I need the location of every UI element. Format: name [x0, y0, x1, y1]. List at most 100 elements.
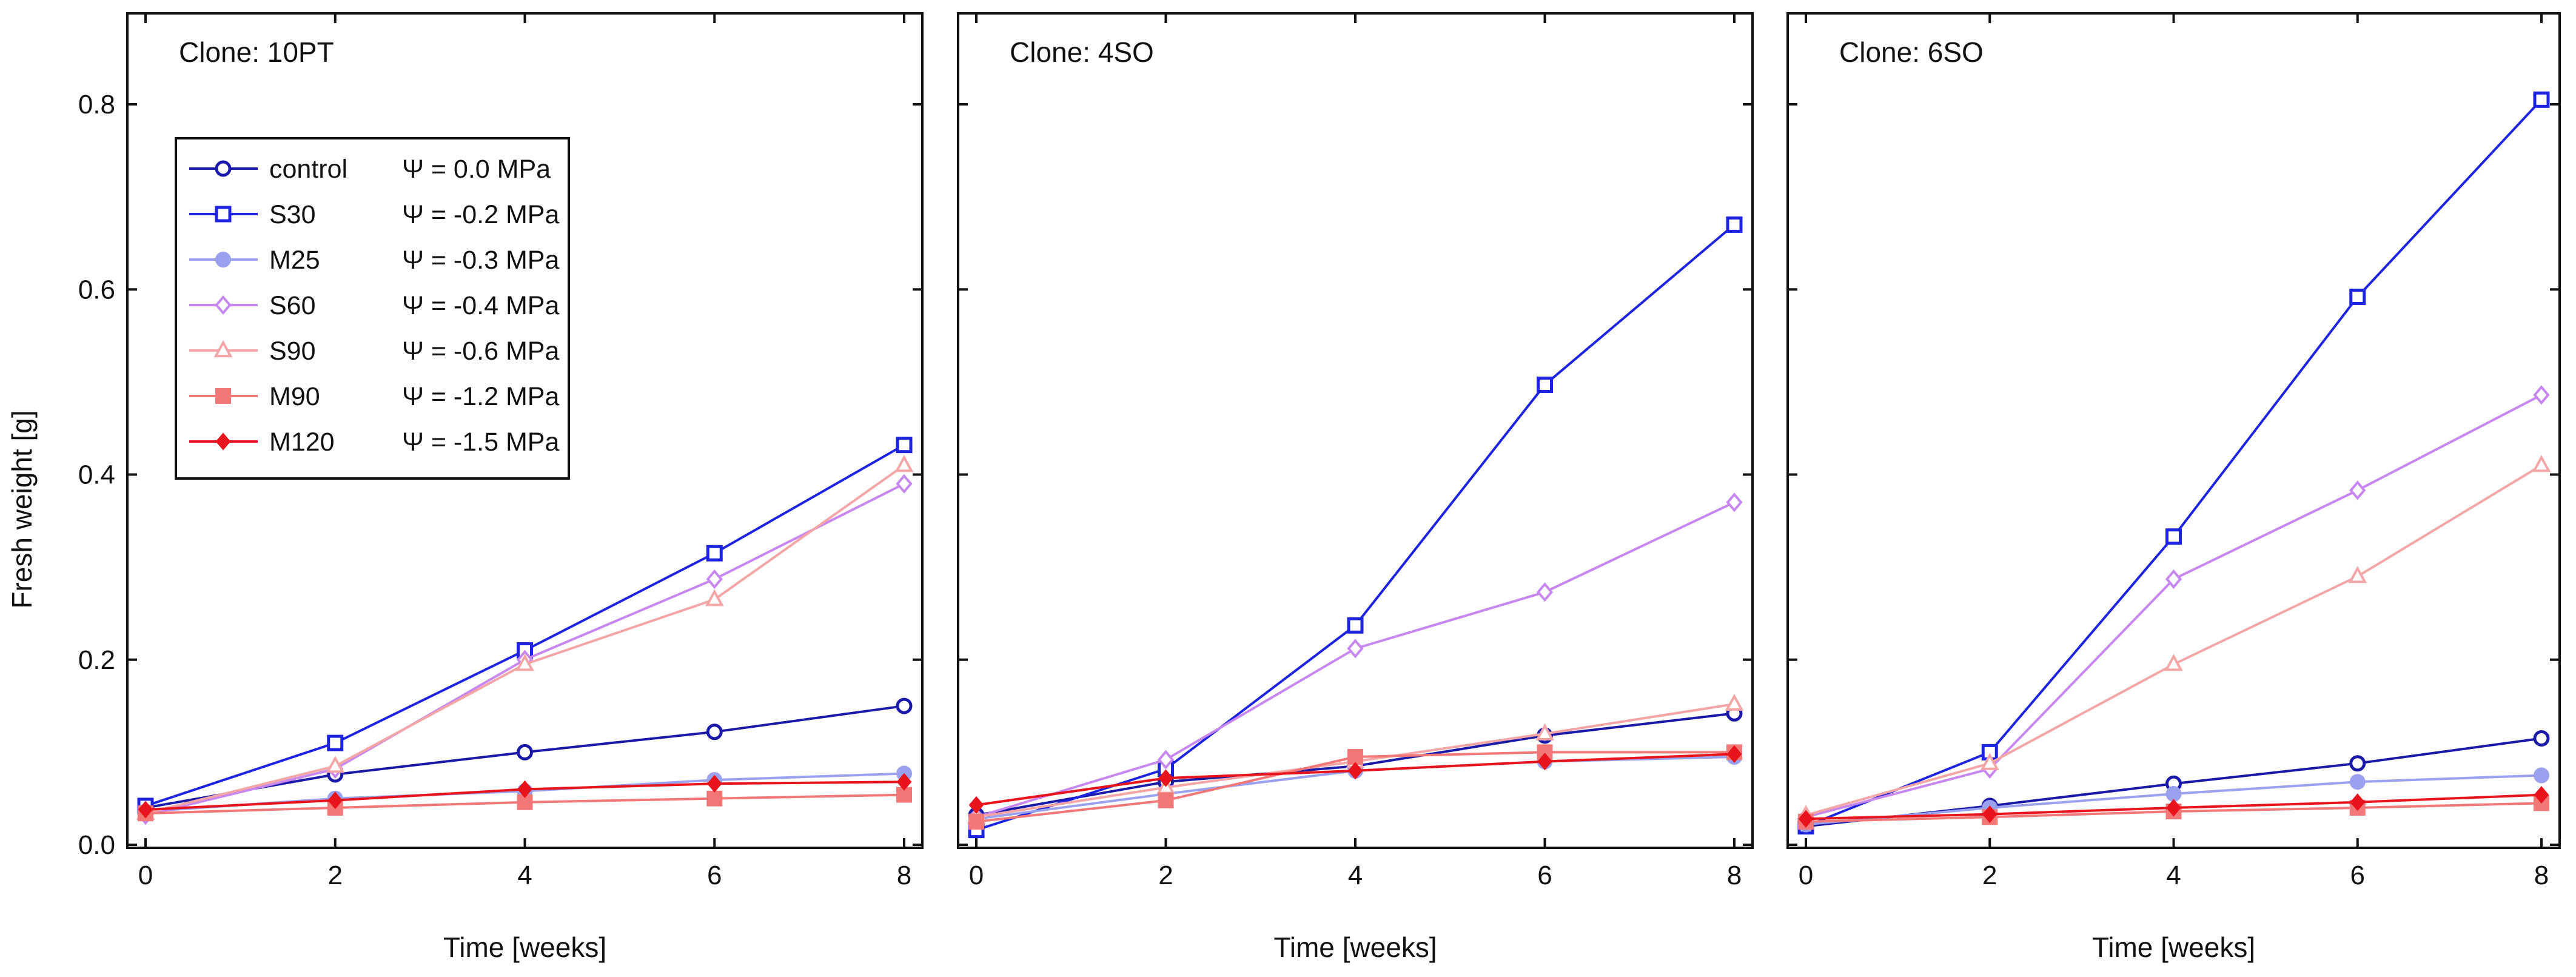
x-tick-label: 0 [1799, 861, 1813, 890]
legend-label-M90: M90 [269, 382, 320, 411]
data-point-M120 [138, 801, 153, 819]
y-tick-label: 0.8 [78, 90, 115, 119]
legend-psi-S30: Ψ = -0.2 MPa [402, 200, 559, 229]
panels: 0.0 0.2 0.4 0.6 0.8 0 2 4 6 8 Time [weeks] Clone: 1… [78, 12, 2561, 963]
legend-marker-S60 [215, 295, 232, 315]
data-point-M120 [1537, 753, 1552, 771]
series-line-S30 [976, 223, 1736, 831]
panel-title: Clone: 10PT [179, 36, 334, 68]
legend-psi-M120: Ψ = -1.5 MPa [402, 428, 559, 457]
data-point-S90 [515, 654, 534, 671]
data-point-M120 [327, 791, 343, 810]
y-tick-label: 0.4 [78, 460, 115, 490]
x-axis-title: Time [weeks] [1273, 932, 1437, 963]
data-point-M25 [2349, 774, 2366, 790]
x-axis-title: Time [weeks] [2092, 932, 2255, 963]
data-point-S90 [2348, 566, 2367, 583]
x-axis-title: Time [weeks] [443, 932, 606, 963]
data-point-S30 [1347, 617, 1364, 634]
data-point-S30 [2533, 91, 2550, 108]
data-point-S90 [1980, 753, 1999, 770]
data-point-S90 [705, 589, 724, 606]
data-point-M120 [517, 780, 532, 798]
data-point-control [2533, 730, 2550, 747]
legend-psi-control: Ψ = 0.0 MPa [402, 155, 551, 184]
x-tick-label: 2 [1982, 861, 1997, 890]
series-line-S90 [1805, 464, 2543, 817]
data-point-S30 [1726, 216, 1743, 233]
series-line-S30 [1805, 99, 2543, 828]
legend-marker-M25 [215, 252, 231, 267]
panel-title: Clone: 6SO [1839, 36, 1984, 68]
legend-box [175, 137, 570, 480]
legend-marker-M90 [215, 388, 231, 404]
panel-title: Clone: 4SO [1010, 36, 1154, 68]
legend-marker-S30 [215, 206, 232, 223]
legend: control Ψ = 0.0 MPa S30 Ψ = -0.2 MPa M25 Ψ = … [175, 137, 570, 480]
data-point-S30 [2349, 288, 2366, 305]
data-point-S60 [2533, 385, 2550, 405]
legend-label-S90: S90 [269, 337, 316, 366]
data-point-M120 [1158, 769, 1173, 787]
panel-2: 0 2 4 6 8 Time [weeks] Clone: 4SO [957, 12, 1754, 963]
legend-marker-control [215, 160, 232, 177]
data-point-S90 [2532, 455, 2551, 472]
data-point-M90 [1158, 792, 1174, 808]
data-point-control [706, 724, 723, 740]
x-tick-label: 6 [2350, 861, 2365, 890]
data-point-M90 [1347, 749, 1363, 765]
data-point-S90 [894, 455, 914, 472]
x-tick-label: 4 [1348, 861, 1363, 890]
data-point-S30 [706, 545, 723, 562]
legend-label-control: control [269, 155, 347, 184]
data-point-S90 [1725, 693, 1744, 711]
data-point-S30 [896, 437, 913, 454]
legend-psi-M25: Ψ = -0.3 MPa [402, 246, 559, 275]
legend-psi-M90: Ψ = -1.2 MPa [402, 382, 559, 411]
data-point-M25 [2534, 767, 2549, 784]
legend-psi-S60: Ψ = -0.4 MPa [402, 291, 559, 320]
data-point-M120 [2534, 786, 2549, 804]
x-tick-label: 2 [1158, 861, 1173, 890]
data-point-S30 [2165, 528, 2182, 545]
y-tick-label: 0.2 [78, 645, 115, 675]
panel-1: 0.0 0.2 0.4 0.6 0.8 0 2 4 6 8 Time [weeks] Clone: 1… [78, 12, 924, 963]
legend-marker-S90 [213, 340, 233, 357]
x-tick-label: 6 [1537, 861, 1552, 890]
plot-frame [1786, 12, 2561, 849]
x-tick-label: 0 [969, 861, 984, 890]
legend-label-S60: S60 [269, 291, 316, 320]
data-point-S60 [1726, 492, 1743, 512]
data-point-M120 [2166, 799, 2181, 817]
data-point-S60 [1157, 750, 1175, 770]
series-line-S90 [145, 464, 905, 815]
y-axis-title: Fresh weight [g] [6, 410, 38, 608]
legend-label-S30: S30 [269, 200, 316, 229]
data-point-S60 [2165, 569, 2182, 589]
data-point-control [2349, 755, 2366, 772]
x-tick-label: 4 [517, 861, 532, 890]
x-tick-label: 8 [897, 861, 911, 890]
x-tick-label: 2 [328, 861, 343, 890]
data-point-S90 [326, 756, 345, 773]
legend-label-M120: M120 [269, 428, 335, 457]
data-point-M120 [968, 796, 984, 814]
legend-marker-M120 [215, 432, 231, 451]
data-point-M120 [1798, 810, 1814, 828]
data-point-M90 [706, 790, 723, 807]
plot-frame [957, 12, 1754, 849]
x-tick-label: 8 [2534, 861, 2549, 890]
data-point-S60 [706, 569, 723, 589]
x-tick-label: 8 [1727, 861, 1742, 890]
y-tick-label: 0.0 [78, 830, 115, 860]
data-point-S90 [1535, 723, 1554, 740]
panel-3: 0 2 4 6 8 Time [weeks] Clone: 6SO [1786, 12, 2561, 963]
data-point-M120 [1982, 805, 1997, 824]
y-tick-label: 0.6 [78, 275, 115, 304]
data-point-M120 [896, 773, 912, 791]
data-point-M120 [706, 774, 722, 793]
data-point-S60 [896, 474, 913, 494]
x-tick-label: 6 [707, 861, 722, 890]
data-point-S30 [327, 734, 344, 751]
